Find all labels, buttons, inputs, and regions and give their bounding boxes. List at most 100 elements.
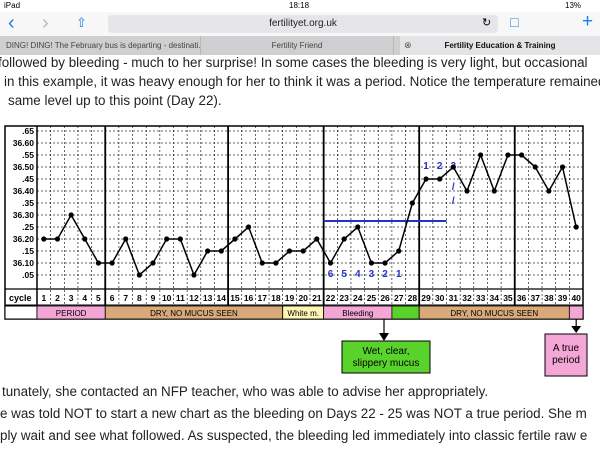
x-tick-label: 40 xyxy=(571,293,581,303)
temperature-point xyxy=(423,176,429,182)
reload[interactable]: ↻ xyxy=(482,17,492,29)
count-label: 1 xyxy=(396,269,402,280)
x-tick-label: 3 xyxy=(69,293,74,303)
count-label: 5 xyxy=(341,269,347,280)
y-tick-label: .65 xyxy=(22,126,34,136)
temperature-point xyxy=(518,152,525,158)
status-bar: iPad 18:18 13% xyxy=(0,0,600,12)
temperature-point xyxy=(205,248,211,254)
temperature-point xyxy=(546,188,552,194)
temperature-point xyxy=(341,236,347,242)
temperature-point xyxy=(232,236,238,242)
x-tick-label: 9 xyxy=(151,293,156,303)
temperature-point xyxy=(123,236,129,242)
band-label: White m. xyxy=(287,309,319,318)
x-tick-label: 39 xyxy=(558,293,568,303)
temperature-point xyxy=(450,164,456,170)
temperature-point xyxy=(54,236,61,242)
count-label: 4 xyxy=(355,269,361,280)
count-label: 2 xyxy=(382,269,388,280)
callout-box xyxy=(544,333,588,377)
share[interactable]: ⇧ xyxy=(76,15,87,30)
x-tick-label: 27 xyxy=(394,293,404,303)
temperature-point xyxy=(164,236,170,242)
temperature-point xyxy=(505,152,511,158)
count-label: 1 xyxy=(423,161,429,172)
temperature-point xyxy=(532,164,538,170)
temperature-point xyxy=(327,260,334,266)
x-tick-label: 21 xyxy=(312,293,322,303)
x-tick-label: 2 xyxy=(55,293,60,303)
temperature-point xyxy=(559,164,566,170)
device: iPad xyxy=(4,1,21,10)
temperature-point xyxy=(478,152,484,158)
tab-active[interactable]: Fertility Education & Training xyxy=(400,36,600,55)
x-tick-label: 24 xyxy=(353,293,363,303)
y-tick-label: 36.40 xyxy=(13,186,35,196)
x-tick-label: 26 xyxy=(380,293,390,303)
temperature-line xyxy=(43,152,577,277)
temperature-point xyxy=(409,200,415,206)
band-label: DRY, NO MUCUS SEEN xyxy=(150,309,238,318)
toolbar: ‹ › ⇧ fertilityet.org.uk ↻ □ + xyxy=(0,11,600,36)
x-tick-label: 7 xyxy=(123,293,128,303)
x-tick-label: 25 xyxy=(367,293,377,303)
temperature-point xyxy=(273,260,279,266)
temperature-point xyxy=(177,236,183,242)
temperature-point xyxy=(95,260,102,266)
text-line: followed by bleeding - much to her surpr… xyxy=(0,55,588,70)
x-tick-label: 35 xyxy=(503,293,513,303)
x-tick-label: 29 xyxy=(421,293,431,303)
band-blank xyxy=(4,305,38,320)
x-tick-label: 23 xyxy=(339,293,349,303)
tab[interactable]: DING! DING! The February bus is departin… xyxy=(0,36,201,55)
x-axis-label: cycle xyxy=(9,293,32,303)
x-tick-label: 32 xyxy=(462,293,472,303)
y-tick-label: 36.60 xyxy=(13,138,35,148)
temperature-point xyxy=(464,188,470,194)
y-tick-label: .25 xyxy=(22,222,34,232)
temperature-point xyxy=(368,260,375,266)
y-tick-label: 36.50 xyxy=(13,162,35,172)
x-tick-label: 17 xyxy=(257,293,267,303)
y-tick-label: 36.30 xyxy=(13,210,35,220)
x-tick-label: 13 xyxy=(203,293,213,303)
temperature-point xyxy=(245,224,252,230)
temperature-point xyxy=(437,176,443,182)
address-bar[interactable]: fertilityet.org.uk xyxy=(108,15,498,33)
count-label: 6 xyxy=(328,269,334,280)
temperature-point xyxy=(382,260,388,266)
close-tab[interactable]: ⊗ xyxy=(404,40,412,50)
arrowhead xyxy=(571,326,582,333)
callout-box xyxy=(341,340,431,374)
new-tab[interactable]: + xyxy=(582,11,594,32)
x-tick-label: 36 xyxy=(517,293,527,303)
x-tick-label: 6 xyxy=(110,293,115,303)
band-label: PERIOD xyxy=(56,309,87,318)
tab-bar: DING! DING! The February bus is departin… xyxy=(0,36,600,55)
clock: 18:18 xyxy=(289,1,310,10)
bookmarks[interactable]: □ xyxy=(510,14,519,30)
y-tick-label: .05 xyxy=(22,270,34,280)
forward[interactable]: › xyxy=(42,12,49,34)
battery: 13% xyxy=(565,1,582,10)
x-tick-label: 12 xyxy=(189,293,199,303)
callout-text: A true period xyxy=(552,343,580,366)
temperature-point xyxy=(218,248,224,254)
temperature-point xyxy=(573,224,579,230)
y-tick-label: .55 xyxy=(22,150,34,160)
text-line: in this example, it was heavy enough for… xyxy=(4,74,600,89)
temperature-point xyxy=(491,188,497,194)
tab[interactable]: Fertility Friend xyxy=(201,36,394,55)
x-tick-label: 22 xyxy=(326,293,336,303)
x-tick-label: 8 xyxy=(137,293,142,303)
x-tick-label: 11 xyxy=(176,293,185,303)
text-line: ply wait and see what followed. As suspe… xyxy=(0,428,588,443)
temperature-point xyxy=(150,260,156,266)
count-label: 2 xyxy=(437,161,443,172)
y-tick-label: .15 xyxy=(22,246,34,256)
back[interactable]: ‹ xyxy=(8,12,15,34)
x-tick-label: 34 xyxy=(490,293,500,303)
arrowhead xyxy=(379,333,389,341)
